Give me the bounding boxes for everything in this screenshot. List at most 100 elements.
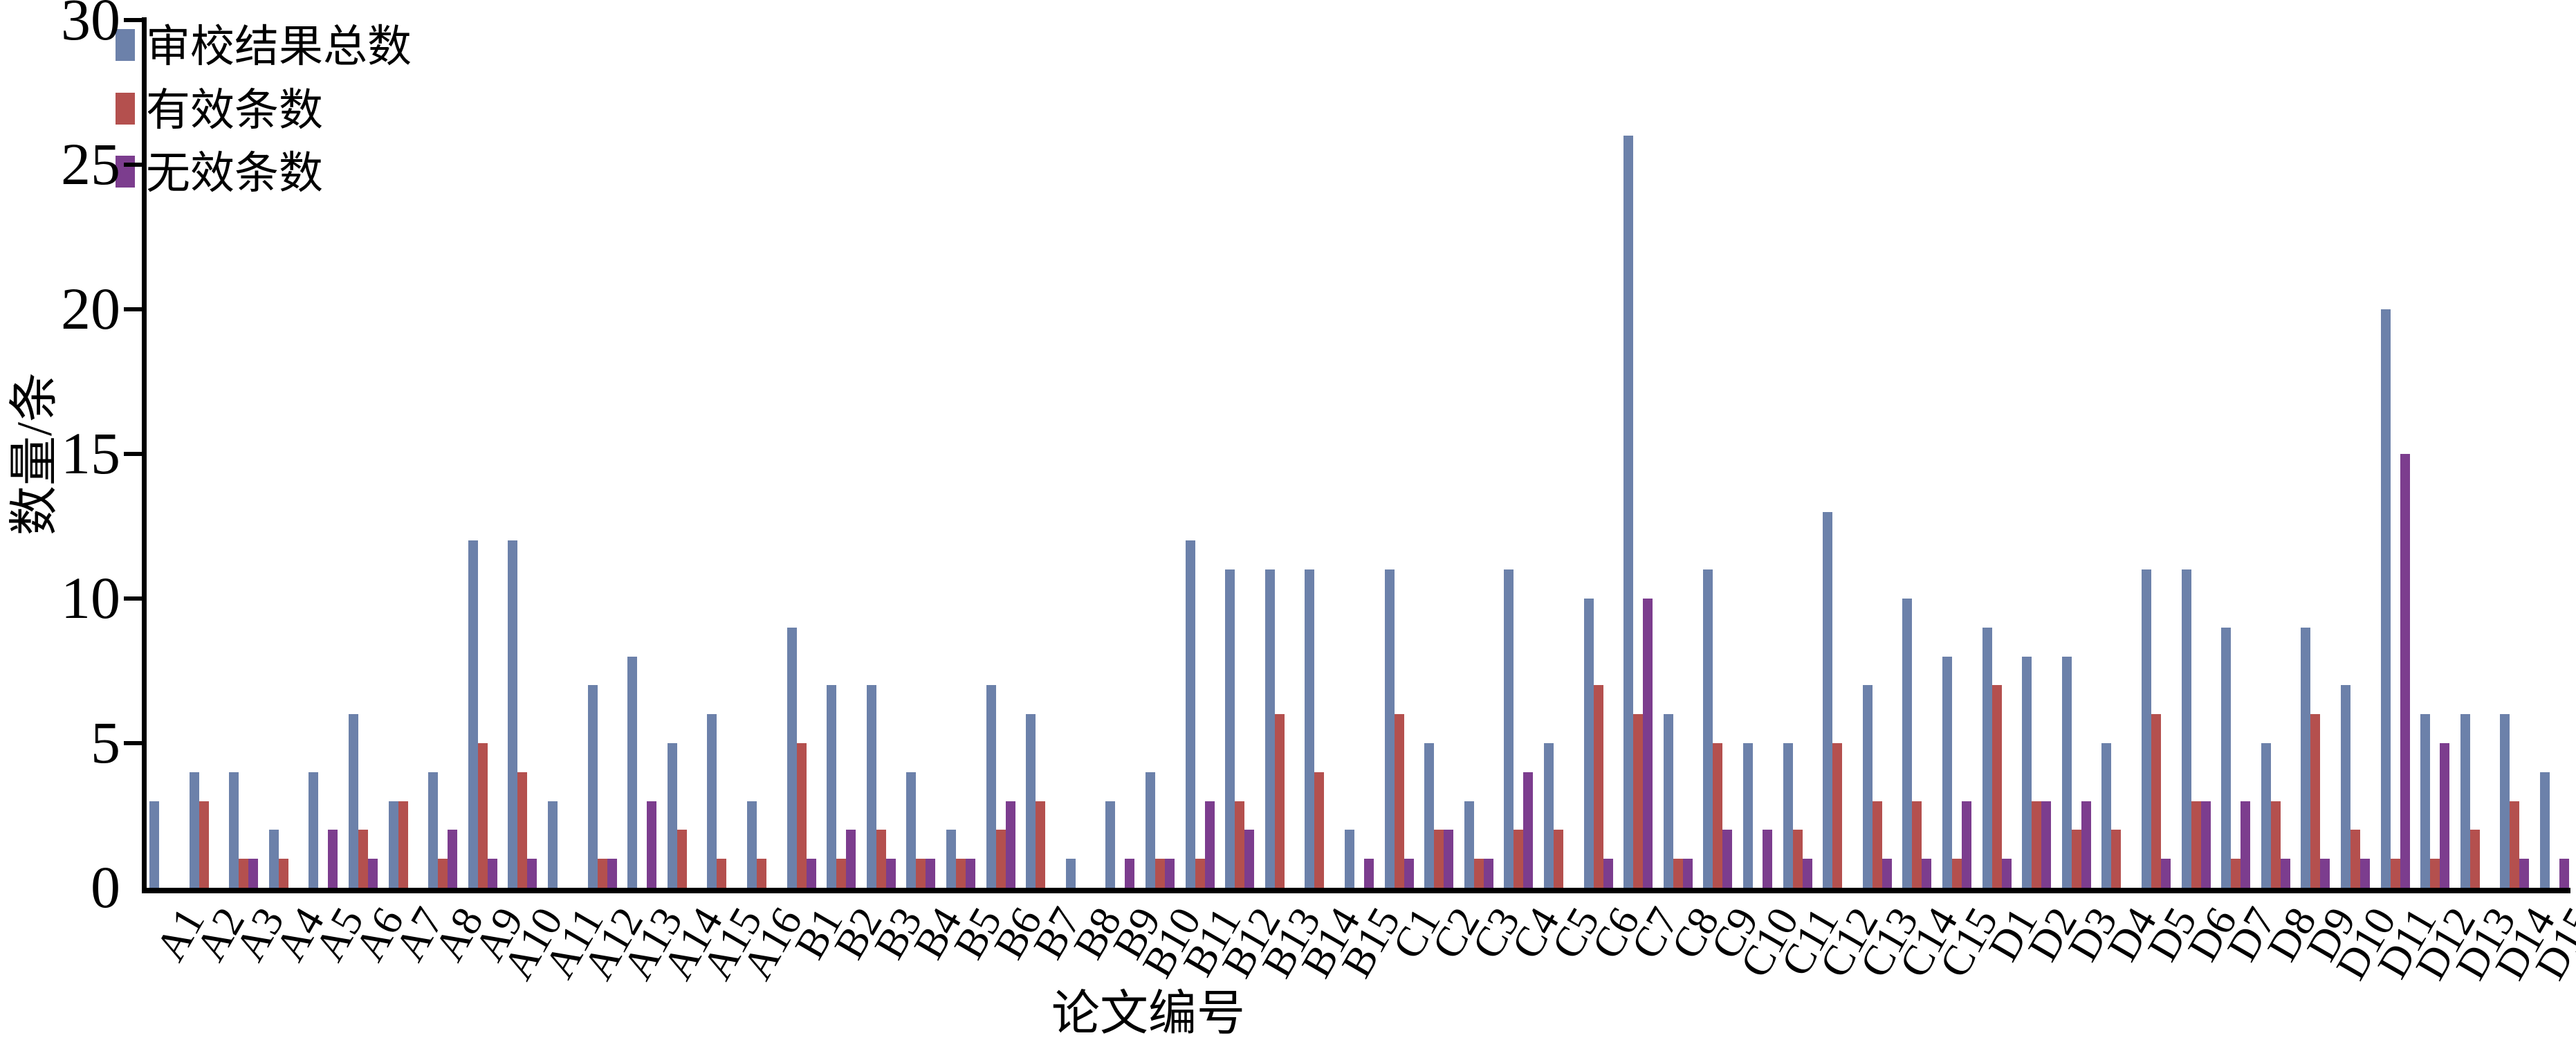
legend-label-invalid: 无效条数 — [146, 149, 323, 198]
bar — [527, 859, 537, 888]
x-axis-line — [142, 888, 2570, 893]
bar — [1165, 859, 1175, 888]
bar — [2022, 657, 2032, 888]
bar — [389, 801, 398, 888]
bar — [2271, 801, 2281, 888]
bar — [488, 859, 497, 888]
bar — [707, 714, 717, 888]
bar — [1186, 540, 1195, 888]
bar — [1603, 859, 1613, 888]
bar — [239, 859, 248, 888]
bar — [2470, 830, 2480, 888]
bar — [757, 859, 766, 888]
bar — [279, 859, 288, 888]
y-tick — [124, 163, 142, 167]
bar — [2111, 830, 2121, 888]
bar — [966, 859, 975, 888]
y-tick-label: 25 — [61, 131, 120, 197]
bar — [517, 772, 527, 888]
bar — [607, 859, 617, 888]
bar — [2261, 743, 2271, 888]
bar — [2191, 801, 2201, 888]
bar — [2281, 859, 2290, 888]
bar — [1952, 859, 1962, 888]
bar — [647, 801, 656, 888]
bar — [1594, 685, 1603, 888]
bar — [190, 772, 199, 888]
bar — [349, 714, 358, 888]
bar — [2350, 830, 2360, 888]
bar — [627, 657, 637, 888]
bar — [1474, 859, 1484, 888]
bar — [2500, 714, 2510, 888]
bar — [827, 685, 836, 888]
y-tick — [124, 18, 142, 22]
bar — [956, 859, 966, 888]
bar — [986, 685, 996, 888]
bar — [1703, 569, 1713, 888]
bar — [1125, 859, 1134, 888]
bar — [1922, 859, 1931, 888]
bar — [1195, 859, 1205, 888]
y-tick — [124, 307, 142, 311]
bar — [867, 685, 876, 888]
bar — [906, 772, 916, 888]
bar — [1006, 801, 1015, 888]
bar — [328, 830, 338, 888]
bar — [598, 859, 607, 888]
bar — [677, 830, 687, 888]
bar — [1584, 599, 1594, 888]
bar — [428, 772, 438, 888]
bar — [916, 859, 926, 888]
bar — [2101, 743, 2111, 888]
bar — [747, 801, 757, 888]
bar — [2182, 569, 2191, 888]
bar — [1434, 830, 1444, 888]
bar — [2420, 714, 2430, 888]
bar — [1305, 569, 1314, 888]
bar — [1623, 136, 1633, 888]
bar — [478, 743, 488, 888]
bar — [1345, 830, 1354, 888]
bar — [1873, 801, 1882, 888]
bar — [508, 540, 517, 888]
bar — [787, 628, 797, 888]
y-tick-label: 10 — [61, 565, 120, 631]
bar — [358, 830, 368, 888]
bar — [468, 540, 478, 888]
bar — [1523, 772, 1533, 888]
y-tick — [124, 452, 142, 456]
bar — [438, 859, 448, 888]
bar — [2381, 309, 2391, 888]
bar — [1026, 714, 1036, 888]
bar — [1722, 830, 1732, 888]
bar — [886, 859, 896, 888]
bar — [2391, 859, 2400, 888]
legend-swatch-valid-icon — [116, 93, 135, 125]
bar — [926, 859, 935, 888]
bar — [1673, 859, 1683, 888]
bar — [1743, 743, 1753, 888]
bar — [2440, 743, 2449, 888]
bar — [1484, 859, 1493, 888]
bar — [1066, 859, 1076, 888]
y-tick-label: 5 — [91, 709, 120, 776]
bar — [1275, 714, 1285, 888]
bar — [1793, 830, 1803, 888]
bar — [1962, 801, 1971, 888]
bar — [717, 859, 726, 888]
bar — [2201, 801, 2211, 888]
bar — [1504, 569, 1514, 888]
bar — [309, 772, 318, 888]
bar — [846, 830, 856, 888]
bar — [1364, 859, 1374, 888]
bar — [1244, 830, 1254, 888]
bar — [2081, 801, 2091, 888]
legend-label-valid: 有效条数 — [146, 86, 323, 135]
bar — [1155, 859, 1165, 888]
bar — [1823, 512, 1832, 888]
bar — [1514, 830, 1523, 888]
bar — [2032, 801, 2041, 888]
bar — [836, 859, 846, 888]
